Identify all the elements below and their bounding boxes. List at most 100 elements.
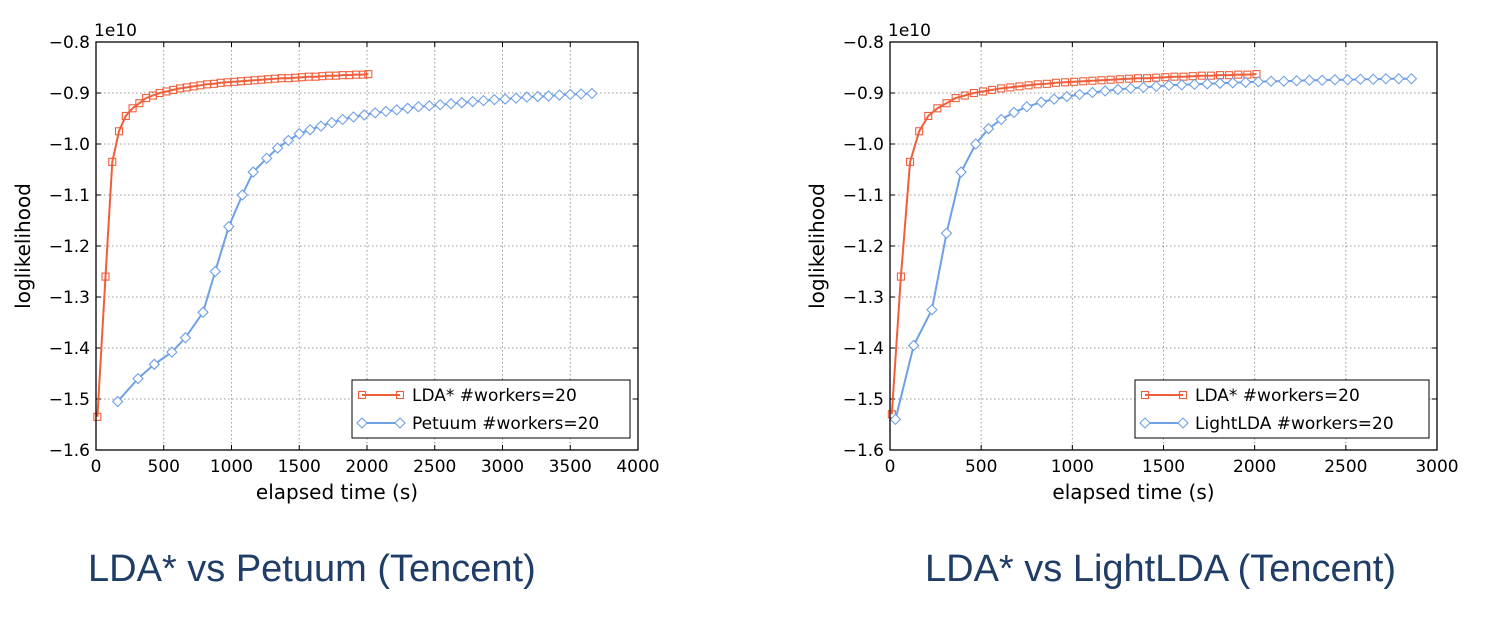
- y-tick-label: −1.6: [843, 441, 884, 461]
- data-point: [271, 142, 284, 154]
- x-tick-label: 3000: [1415, 457, 1458, 477]
- data-point: [1329, 73, 1341, 86]
- data-point: [969, 88, 978, 98]
- data-point: [960, 91, 969, 100]
- data-point: [1115, 75, 1124, 84]
- data-point: [1073, 88, 1086, 101]
- legend-marker: [1177, 417, 1189, 429]
- data-point: [364, 70, 373, 79]
- data-point: [336, 113, 349, 126]
- legend-label: LDA* #workers=20: [412, 386, 577, 406]
- legend: LDA* #workers=20 LightLDA #workers=20: [1134, 379, 1430, 439]
- data-point: [1086, 86, 1099, 99]
- legend-box: [1134, 379, 1430, 439]
- data-point: [1316, 74, 1328, 87]
- x-tick-label: 2500: [1324, 457, 1367, 477]
- x-axis-label: elapsed time (s): [256, 480, 418, 504]
- data-point: [466, 95, 479, 108]
- data-point: [1137, 81, 1150, 94]
- data-point: [391, 104, 403, 116]
- y-tick-label: −1.2: [843, 237, 884, 257]
- x-tick-label: 500: [148, 457, 180, 477]
- data-point: [995, 113, 1008, 126]
- x-tick-label: 2000: [345, 457, 388, 477]
- data-point: [369, 107, 381, 119]
- data-point: [1290, 74, 1303, 87]
- data-point: [1170, 72, 1179, 81]
- data-point: [1303, 74, 1316, 87]
- data-point: [896, 272, 905, 281]
- data-point: [108, 157, 117, 166]
- data-point: [1015, 82, 1024, 91]
- data-point: [1341, 73, 1354, 86]
- data-point: [1150, 80, 1162, 93]
- y-tick-label: −1.6: [49, 441, 90, 461]
- y-tick-label: −1.3: [843, 288, 884, 308]
- data-point: [1243, 70, 1252, 79]
- data-point: [1112, 83, 1124, 96]
- data-point: [166, 346, 178, 358]
- y-tick-label: −1.2: [49, 237, 90, 257]
- data-point: [906, 157, 915, 166]
- data-point: [499, 93, 511, 105]
- data-point: [1070, 77, 1079, 86]
- data-point: [915, 127, 924, 136]
- series-line: [116, 92, 592, 403]
- data-point: [924, 111, 933, 120]
- y-tick-label: −0.8: [49, 33, 90, 53]
- data-point: [304, 123, 316, 136]
- legend-marker: [1178, 390, 1188, 400]
- legend-marker: [394, 417, 406, 429]
- data-point: [1133, 74, 1143, 83]
- data-point: [1024, 81, 1033, 90]
- data-point: [1060, 78, 1070, 87]
- data-point: [982, 122, 995, 135]
- data-point: [978, 87, 988, 96]
- x-tick-label: 2500: [413, 457, 456, 477]
- data-point: [1161, 73, 1170, 82]
- data-point: [135, 99, 144, 108]
- legend: LDA* #workers=20 Petuum #workers=20: [351, 379, 631, 439]
- x-tick-label: 0: [91, 457, 102, 477]
- data-point: [1239, 76, 1252, 89]
- x-tick-label: 2000: [1233, 457, 1276, 477]
- y-tick-label: −0.9: [843, 84, 884, 104]
- x-tick-label: 1000: [210, 457, 253, 477]
- legend-label: LDA* #workers=20: [1195, 386, 1360, 406]
- data-point: [889, 413, 902, 426]
- data-point: [553, 89, 566, 101]
- data-point: [1143, 74, 1152, 83]
- series-lda: [93, 70, 373, 421]
- y-tick-label: −1.4: [49, 339, 90, 359]
- x-tick-label: 3000: [481, 457, 524, 477]
- legend-marker: [357, 390, 367, 400]
- data-point: [179, 332, 192, 344]
- y-tick-label: −1.5: [49, 390, 90, 410]
- data-point: [575, 88, 587, 100]
- x-tick-label: 1500: [1142, 457, 1185, 477]
- data-point: [1265, 75, 1277, 88]
- data-point: [969, 138, 982, 150]
- offset-label: 1e10: [888, 21, 931, 41]
- data-point: [997, 84, 1006, 93]
- data-point: [423, 99, 436, 112]
- data-point: [1234, 70, 1243, 79]
- data-point: [1197, 71, 1206, 80]
- caption-lightlda: LDA* vs LightLDA (Tencent): [925, 548, 1397, 590]
- data-point: [988, 85, 997, 94]
- data-point: [1201, 78, 1214, 90]
- data-point: [1163, 79, 1175, 92]
- legend-label: LightLDA #workers=20: [1195, 414, 1394, 434]
- data-point: [260, 152, 273, 165]
- series-lda: [887, 70, 1261, 419]
- data-point: [114, 127, 124, 136]
- data-point: [358, 109, 371, 121]
- data-point: [1354, 73, 1367, 86]
- data-point: [456, 96, 468, 109]
- data-point: [380, 105, 392, 118]
- data-point: [236, 189, 249, 201]
- data-point: [1227, 77, 1239, 89]
- data-point: [542, 90, 555, 102]
- data-point: [1124, 82, 1137, 95]
- plot-frame: [95, 41, 639, 451]
